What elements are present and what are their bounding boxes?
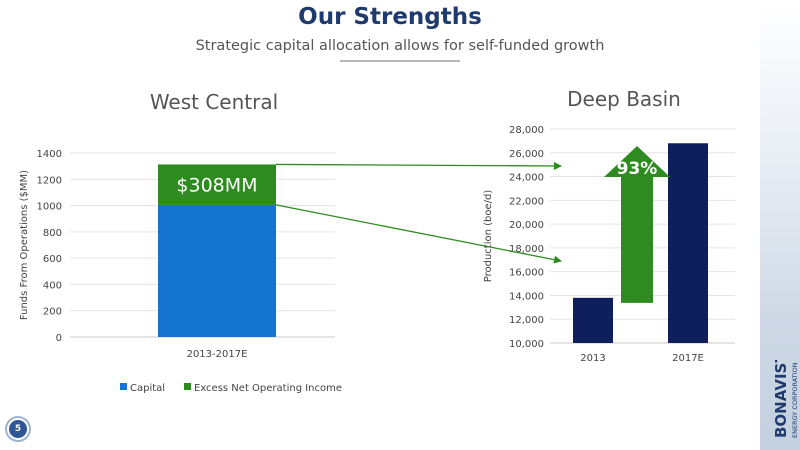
subtitle-underline (340, 60, 460, 62)
legend-label-excess: Excess Net Operating Income (194, 383, 342, 394)
y-tick-label: 22,000 (509, 196, 544, 207)
connector-arrow-excess (275, 161, 562, 170)
bar-excess-income (158, 164, 276, 205)
y-axis-label: Funds From Operations ($MM) (19, 170, 30, 320)
legend-swatch-capital (120, 383, 127, 390)
logo-name: BONAVISTA (772, 360, 790, 438)
legend-swatch-excess (184, 383, 191, 390)
y-tick-label: 400 (43, 280, 62, 291)
y-tick-label: 14,000 (509, 291, 544, 302)
legend-label-capital: Capital (130, 383, 165, 394)
y-tick-label: 1000 (37, 202, 62, 213)
logo-tagline: ENERGY CORPORATION (791, 362, 799, 438)
y-tick-label: 1200 (37, 175, 62, 186)
growth-arrow (604, 146, 670, 303)
growth-label: 93% (617, 159, 658, 179)
slide-subtitle: Strategic capital allocation allows for … (195, 38, 605, 54)
y-tick-label: 26,000 (509, 149, 544, 160)
bar-capital (158, 204, 276, 337)
deep-basin-chart: Deep Basin 10,000 12,000 14,000 16,000 18,000… (483, 87, 735, 364)
x-tick-label: 2013 (580, 353, 605, 364)
y-tick-label: 600 (43, 254, 62, 265)
y-tick-label: 28,000 (509, 125, 544, 136)
slide-title: Our Strengths (298, 4, 482, 30)
y-tick-label: 24,000 (509, 173, 544, 184)
chart-title: Deep Basin (567, 87, 681, 111)
x-tick-label: 2017E (672, 353, 704, 364)
bar-annotation: $308MM (176, 175, 257, 197)
west-central-chart: West Central 0 200 400 600 800 1000 1200 1400 Fun… (19, 90, 342, 394)
y-tick-label: 20,000 (509, 220, 544, 231)
chart-title: West Central (150, 90, 278, 114)
bar-production (573, 297, 613, 343)
bonavista-logo: BONAVISTA ENERGY CORPORATION (772, 360, 799, 438)
y-tick-label: 10,000 (509, 339, 544, 350)
page-number: 5 (9, 420, 27, 438)
y-tick-label: 0 (56, 333, 62, 344)
bar-production (668, 143, 708, 343)
y-tick-label: 16,000 (509, 268, 544, 279)
y-tick-label: 800 (43, 228, 62, 239)
y-tick-label: 1400 (37, 149, 62, 160)
connector-arrow-capital (275, 204, 562, 264)
y-tick-label: 200 (43, 307, 62, 318)
x-tick-label: 2013-2017E (187, 349, 248, 360)
page-number-badge: 5 (5, 416, 31, 442)
connector-arrows (275, 161, 562, 264)
side-gradient-bar (760, 0, 800, 450)
y-tick-label: 12,000 (509, 315, 544, 326)
y-tick-label: 18,000 (509, 244, 544, 255)
y-axis-label: Production (boe/d) (483, 190, 494, 283)
